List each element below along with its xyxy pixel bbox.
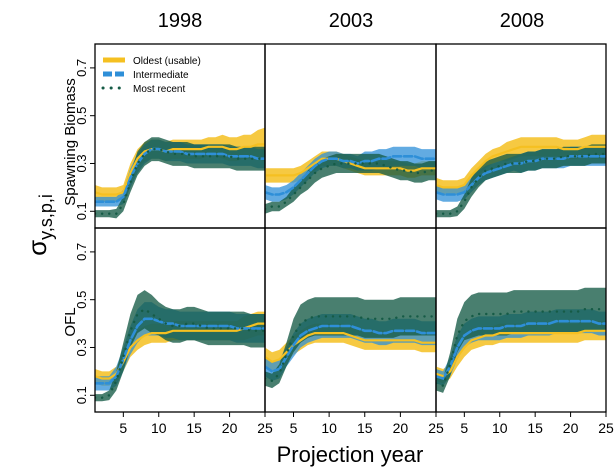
x-tick-label: 10 xyxy=(151,420,167,436)
x-tick-label: 20 xyxy=(563,420,579,436)
x-tick-label: 20 xyxy=(393,420,409,436)
column-titles: 1998 2003 2008 xyxy=(158,10,545,32)
column-title-1998: 1998 xyxy=(158,10,203,32)
y-tick-label: 0.5 xyxy=(74,107,89,125)
y-tick-label: 0.1 xyxy=(74,386,89,404)
x-tick-label: 10 xyxy=(321,420,337,436)
panel-plot-area xyxy=(436,134,606,218)
line-intermediate xyxy=(436,155,606,196)
svg-text:σy,s,p,i: σy,s,p,i xyxy=(22,194,56,256)
column-title-2008: 2008 xyxy=(500,10,545,32)
x-tick-label: 20 xyxy=(222,420,238,436)
panel-ofl-2003: 5 10 15 20 25 xyxy=(264,227,444,436)
row-labels: Spawning Biomass OFL xyxy=(62,78,79,336)
legend-label-intermediate: Intermediate xyxy=(133,70,189,81)
panel-plot-area xyxy=(265,146,436,214)
x-tick-label: 10 xyxy=(492,420,508,436)
line-intermediate xyxy=(436,319,606,381)
x-tick-label: 5 xyxy=(460,420,468,436)
y-tick-label: 0.7 xyxy=(74,243,89,261)
panel-ofl-1998: 0.1 0.3 0.5 0.7 5 10 15 20 25 xyxy=(74,227,273,436)
x-tick-label: 15 xyxy=(186,420,202,436)
y-tick-label: 0.5 xyxy=(74,291,89,309)
panel-spawning-biomass-2003 xyxy=(264,43,437,229)
panel-ofl-2008: 5 10 15 20 25 xyxy=(435,227,614,436)
row-label-ofl: OFL xyxy=(62,307,79,336)
panel-border xyxy=(435,227,607,413)
line-intermediate xyxy=(95,147,265,203)
x-tick-label: 5 xyxy=(290,420,298,436)
panel-plot-area xyxy=(436,287,606,393)
line-most-recent xyxy=(436,308,606,388)
x-axis-title: Projection year xyxy=(277,442,424,467)
band-most-recent xyxy=(95,290,265,402)
panel-plot-area xyxy=(265,297,436,389)
line-most-recent xyxy=(95,307,265,399)
panel-plot-area xyxy=(95,127,265,219)
y-tick-label: 0.3 xyxy=(74,154,89,172)
y-tick-label: 0.7 xyxy=(74,59,89,77)
legend-label-oldest: Oldest (usable) xyxy=(133,56,201,67)
panel-plot-area xyxy=(95,290,265,402)
line-oldest-usable xyxy=(95,143,265,196)
line-intermediate xyxy=(265,324,436,373)
y-axis-title-subscript: y,s,p,i xyxy=(36,194,56,240)
band-most-recent xyxy=(436,144,606,218)
column-title-2003: 2003 xyxy=(329,10,374,32)
y-axis-title-symbol: σ xyxy=(22,240,52,256)
x-tick-label: 5 xyxy=(119,420,127,436)
line-intermediate xyxy=(265,155,436,196)
x-tick-label: 25 xyxy=(257,420,273,436)
x-tick-label: 15 xyxy=(527,420,543,436)
y-tick-label: 0.1 xyxy=(74,202,89,220)
row-label-spawning-biomass: Spawning Biomass xyxy=(62,78,79,206)
x-tick-label: 25 xyxy=(598,420,614,436)
line-oldest-usable xyxy=(436,329,606,378)
line-oldest-usable xyxy=(436,145,606,189)
x-tick-label: 25 xyxy=(428,420,444,436)
panel-grid: 0.1 0.3 0.5 0.7 0.1 0.3 0.5 0.7 5 10 15 20 25 5 10 15 20… xyxy=(74,43,614,436)
y-tick-label: 0.3 xyxy=(74,338,89,356)
panel-spawning-biomass-1998: 0.1 0.3 0.5 0.7 xyxy=(74,43,266,229)
legend: Oldest (usable) Intermediate Most recent xyxy=(101,56,201,95)
legend-label-most-recent: Most recent xyxy=(133,84,185,95)
y-axis-title: σy,s,p,i xyxy=(22,194,56,256)
band-most-recent xyxy=(265,297,436,389)
x-tick-label: 15 xyxy=(357,420,373,436)
panel-spawning-biomass-2008 xyxy=(435,43,607,229)
line-oldest-usable xyxy=(265,157,436,177)
